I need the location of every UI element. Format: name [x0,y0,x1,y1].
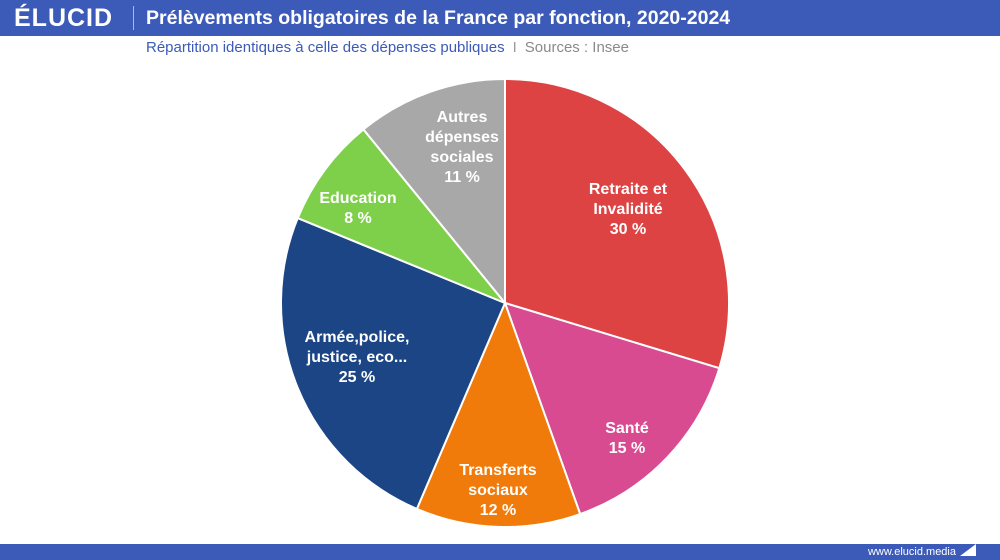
slice-name-label: Education [319,190,396,207]
slice-name-label: sociaux [468,482,528,499]
brand-mark-icon [960,544,976,556]
pie-slice-transferts-sociaux [415,302,582,528]
pie-slice-armee-police-justice-eco [279,217,506,510]
slice-label-autres-depenses-sociales: Autres dépenses sociales 11 % [425,109,499,186]
slice-value-label: 12 % [480,502,516,519]
slice-label-retraite-et-invalidite: Retraite et Invalidité 30 % [589,181,668,238]
subtitle-divider: I [512,39,517,56]
slice-name-label: sociales [430,149,493,166]
slice-value-label: 15 % [609,440,645,457]
pie-slice-autres-depenses-sociales [362,78,506,304]
slice-name-label: Santé [605,420,649,437]
slice-name-label: Autres [437,109,488,126]
pie-slice-education [296,128,506,304]
header-bar: ÉLUCID Prélèvements obligatoires de la F… [0,0,1000,36]
footer-url: www.elucid.media [867,546,956,558]
slice-label-education: Education 8 % [319,190,396,227]
brand-logo: ÉLUCID [14,4,114,32]
slice-value-label: 30 % [610,221,646,238]
slice-name-label: dépenses [425,129,499,146]
slice-name-label: justice, eco... [306,349,407,366]
chart-title: Prélèvements obligatoires de la France p… [146,7,731,29]
slice-label-armee-police-justice-eco: Armée,police, justice, eco... 25 % [305,329,410,386]
chart-subtitle: Répartition identiques à celle des dépen… [146,39,505,56]
slice-value-label: 8 % [344,210,372,227]
slice-value-label: 25 % [339,369,375,386]
slice-label-sante: Santé 15 % [605,420,649,457]
slice-name-label: Retraite et [589,181,668,198]
chart-sources: Sources : Insee [524,39,629,56]
subtitle-row: Répartition identiques à celle des dépen… [146,38,629,58]
slice-value-label: 11 % [444,169,480,186]
pie-slice-sante [504,302,721,516]
slice-name-label: Armée,police, [305,329,410,346]
footer-bar: www.elucid.media [0,544,1000,560]
pie-slice-retraite-et-invalidite [504,78,730,370]
header-divider [133,6,134,30]
slice-name-label: Invalidité [593,201,662,218]
slice-name-label: Transferts [459,462,536,479]
slice-label-transferts-sociaux: Transferts sociaux 12 % [459,462,536,519]
